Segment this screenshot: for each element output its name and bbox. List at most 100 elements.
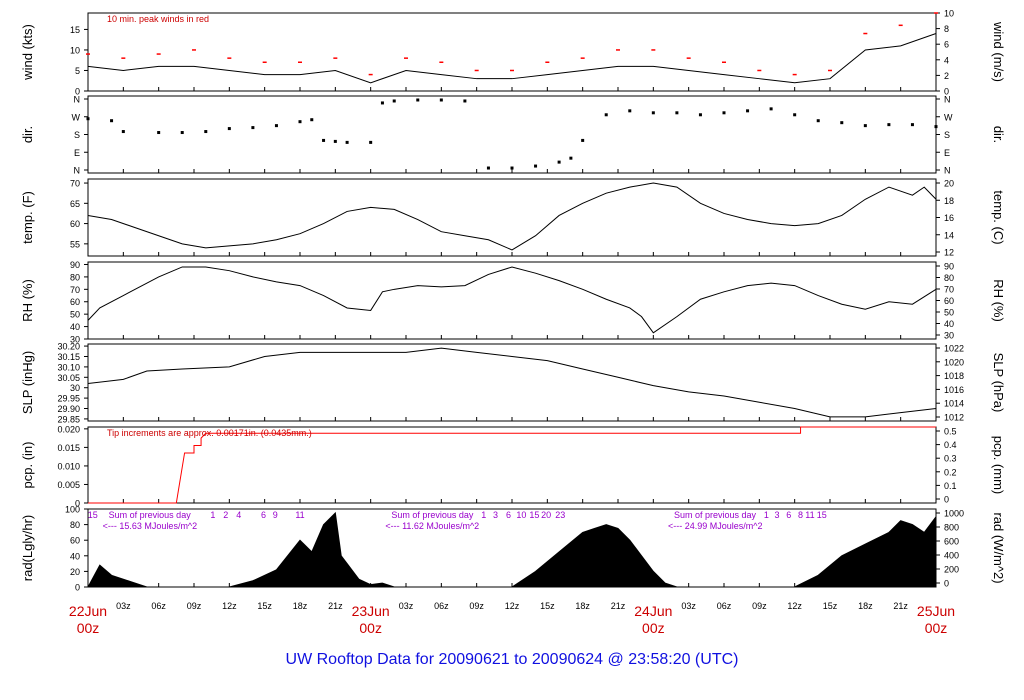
pcp-left-tick-label: 0.015: [57, 443, 80, 453]
rad-right-tick-label: 800: [944, 523, 959, 533]
dir-point: [369, 140, 373, 144]
rad-frame: [87, 508, 937, 588]
pcp-right-tick-label: 0.1: [944, 481, 957, 491]
time-tick-label: 15z: [540, 601, 555, 611]
dir-frame: [87, 95, 937, 174]
rh-right-tick-label: 40: [944, 319, 954, 329]
dir-left-tick-label: S: [74, 130, 80, 140]
rad-hour-label: 15: [817, 510, 827, 520]
day-label-time: 00z: [77, 620, 100, 636]
rh-line: [87, 266, 937, 334]
rh-frame: [87, 261, 937, 340]
pcp-frame: [87, 426, 937, 504]
dir-point: [227, 127, 231, 131]
pcp-right-tick-label: 0.5: [944, 427, 957, 437]
rad-right-tick-label: 1000: [944, 509, 964, 519]
pcp-right-axis-label: pcp. (mm): [991, 436, 1006, 495]
time-tick-label: 12z: [222, 601, 237, 611]
pcp-left-tick-label: 0: [75, 499, 80, 509]
time-tick-label: 06z: [151, 601, 166, 611]
rh-right-tick-label: 60: [944, 296, 954, 306]
time-tick-label: 21z: [893, 601, 908, 611]
dir-point: [251, 126, 255, 130]
slp-right-tick-label: 1018: [944, 371, 964, 381]
dir-left-axis-label: dir.: [20, 126, 35, 143]
rad-left-tick-label: 60: [70, 536, 80, 546]
time-tick-label: 15z: [257, 601, 272, 611]
rad-hour-label: 8: [798, 510, 803, 520]
temp-left-tick-label: 55: [70, 239, 80, 249]
dir-point: [793, 113, 797, 117]
pcp-right-tick-label: 0.2: [944, 467, 957, 477]
slp-right-tick-label: 1016: [944, 385, 964, 395]
dir-point: [816, 119, 820, 123]
wind-right-axis-label: wind (m/s): [991, 21, 1006, 82]
pcp-right-tick-label: 0.3: [944, 454, 957, 464]
dir-point: [333, 139, 337, 143]
pcp-line: [88, 426, 936, 504]
dir-point: [416, 98, 420, 102]
dir-point: [887, 123, 891, 127]
dir-right-tick-label: W: [944, 112, 953, 122]
wind-annotation: 10 min. peak winds in red: [107, 14, 209, 24]
time-tick-label: 09z: [469, 601, 484, 611]
time-tick-label: 12z: [787, 601, 802, 611]
dir-point: [310, 118, 314, 122]
rad-left-tick-label: 100: [65, 505, 80, 515]
dir-point: [769, 107, 773, 111]
time-tick-label: 03z: [116, 601, 131, 611]
rad-right-tick-label: 200: [944, 565, 959, 575]
dir-point: [840, 121, 844, 125]
rad-right-axis-label: rad (W/m^2): [991, 512, 1006, 583]
rad-hour-label: 1: [764, 510, 769, 520]
slp-left-tick-label: 30.05: [57, 373, 80, 383]
rad-left-tick-label: 20: [70, 567, 80, 577]
rh-right-tick-label: 50: [944, 308, 954, 318]
temp-frame: [87, 178, 937, 257]
pcp-right-tick-label: 0.4: [944, 440, 957, 450]
slp-left-tick-label: 30.20: [57, 342, 80, 352]
wind-left-tick-label: 5: [75, 66, 80, 76]
pcp-left-tick-label: 0.005: [57, 480, 80, 490]
dir-point: [651, 111, 655, 115]
wind-right-tick-label: 6: [944, 40, 949, 50]
day-label-date: 23Jun: [352, 603, 390, 619]
rh-left-tick-label: 90: [70, 260, 80, 270]
dir-point: [204, 130, 208, 134]
slp-right-tick-label: 1014: [944, 399, 964, 409]
rad-hour-label: 23: [555, 510, 565, 520]
dir-point: [910, 123, 914, 127]
temp-right-tick-label: 16: [944, 213, 954, 223]
dir-left-tick-label: E: [74, 148, 80, 158]
slp-right-tick-label: 1022: [944, 344, 964, 354]
time-tick-label: 06z: [717, 601, 732, 611]
wind-line: [87, 33, 937, 84]
rad-daily-sum-value: <--- 11.62 MJoules/m^2: [385, 521, 479, 531]
wind-left-tick-label: 10: [70, 45, 80, 55]
dir-point: [746, 109, 750, 113]
rad-hour-label: 6: [786, 510, 791, 520]
time-tick-label: 18z: [858, 601, 873, 611]
temp-line: [87, 182, 937, 251]
rad-daily-sum-label: Sum of previous day: [109, 510, 192, 520]
rad-daily-sum-value: <--- 24.99 MJoules/m^2: [668, 521, 763, 531]
rad-daily-sum-label: Sum of previous day: [391, 510, 474, 520]
rad-hour-label: 9: [273, 510, 278, 520]
rad-hour-label: 1: [481, 510, 486, 520]
temp-left-tick-label: 70: [70, 179, 80, 189]
wind-right-tick-label: 8: [944, 24, 949, 34]
rad-hour-label: 6: [506, 510, 511, 520]
rh-left-tick-label: 40: [70, 322, 80, 332]
wind-left-tick-label: 0: [75, 87, 80, 97]
dir-right-axis-label: dir.: [991, 126, 1006, 143]
dir-point: [322, 138, 326, 142]
day-label-date: 24Jun: [634, 603, 672, 619]
dir-point: [86, 117, 90, 121]
rh-right-tick-label: 70: [944, 285, 954, 295]
dir-left-tick-label: N: [74, 95, 81, 105]
dir-right-tick-label: E: [944, 148, 950, 158]
pcp-left-tick-label: 0.010: [57, 461, 80, 471]
footer-title: UW Rooftop Data for 20090621 to 20090624…: [285, 651, 739, 668]
rad-hour-label: 3: [493, 510, 498, 520]
rh-right-tick-label: 90: [944, 262, 954, 272]
